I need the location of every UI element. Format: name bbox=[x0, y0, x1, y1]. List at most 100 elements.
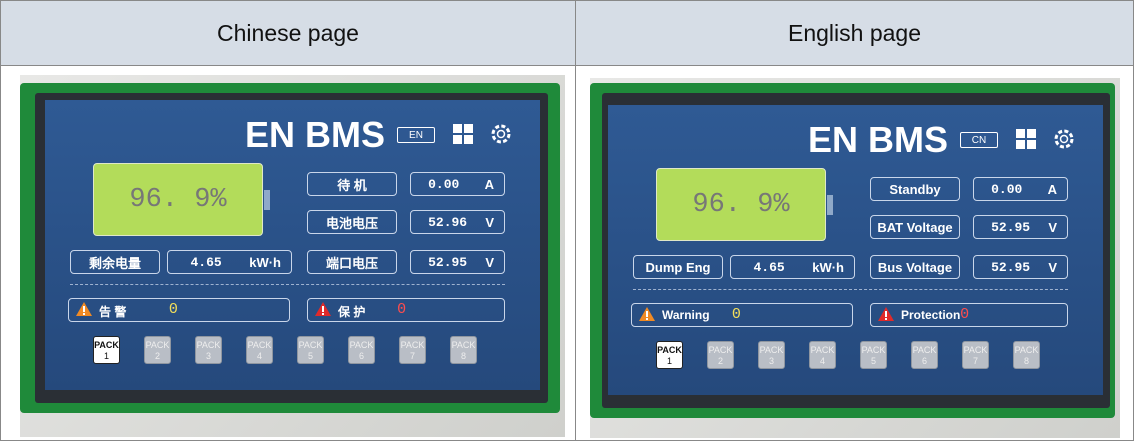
pack-label: PACK bbox=[810, 345, 835, 356]
label-box: Standby bbox=[870, 177, 960, 201]
pack-number: 5 bbox=[861, 356, 886, 367]
battery: 96. 9% bbox=[656, 168, 826, 241]
value: 52.95 bbox=[428, 255, 467, 270]
pack-number: 1 bbox=[657, 356, 682, 367]
unit: kW·h bbox=[249, 255, 281, 270]
unit: A bbox=[485, 177, 494, 192]
label-box: Bus Voltage bbox=[870, 255, 960, 279]
alarm-label: 保 护 bbox=[338, 303, 365, 320]
pack-number: 8 bbox=[1014, 356, 1039, 367]
value-box: 0.00 A bbox=[973, 177, 1068, 201]
alarm-count: 0 bbox=[169, 301, 178, 318]
title: EN BMS bbox=[245, 114, 385, 156]
pack-number: 2 bbox=[145, 351, 170, 362]
label-box: 端口电压 bbox=[307, 250, 397, 274]
value-box: 52.95 V bbox=[973, 215, 1068, 239]
value: 52.96 bbox=[428, 215, 467, 230]
unit: V bbox=[485, 255, 494, 270]
value: 0.00 bbox=[991, 182, 1022, 197]
pack-label: PACK bbox=[247, 340, 272, 351]
pack-label: PACK bbox=[145, 340, 170, 351]
pack-number: 4 bbox=[247, 351, 272, 362]
pack-label: PACK bbox=[196, 340, 221, 351]
pack-label: PACK bbox=[451, 340, 476, 351]
label-box: Dump Eng bbox=[633, 255, 723, 279]
pack-number: 7 bbox=[400, 351, 425, 362]
alarm-label: 告 警 bbox=[99, 303, 126, 320]
value: 52.95 bbox=[991, 220, 1030, 235]
unit: A bbox=[1048, 182, 1057, 197]
menu-icon[interactable] bbox=[453, 124, 473, 144]
page: Chinese page English page EN BMSEN96. 9%… bbox=[0, 0, 1134, 441]
pack-number: 2 bbox=[708, 356, 733, 367]
alert-icon bbox=[638, 306, 656, 327]
alarm-label: Protection bbox=[901, 308, 960, 322]
pack-number: 6 bbox=[912, 356, 937, 367]
pack-label: PACK bbox=[657, 345, 682, 356]
header-cell: Chinese page bbox=[0, 0, 576, 66]
pack-number: 1 bbox=[94, 351, 119, 362]
battery-nub bbox=[827, 195, 833, 215]
pack-label: PACK bbox=[400, 340, 425, 351]
alarm-count: 0 bbox=[397, 301, 406, 318]
unit: kW·h bbox=[812, 260, 844, 275]
pack-number: 6 bbox=[349, 351, 374, 362]
pack-label: PACK bbox=[708, 345, 733, 356]
alert-icon bbox=[877, 306, 895, 327]
unit: V bbox=[1048, 260, 1057, 275]
divider bbox=[70, 284, 505, 285]
menu-icon[interactable] bbox=[1016, 129, 1036, 149]
pack-label: PACK bbox=[912, 345, 937, 356]
battery-nub bbox=[264, 190, 270, 210]
pack-number: 8 bbox=[451, 351, 476, 362]
value-box: 52.96 V bbox=[410, 210, 505, 234]
alarm-box: 保 护 0 bbox=[307, 298, 505, 322]
alarm-label: Warning bbox=[662, 308, 710, 322]
label-box: 待 机 bbox=[307, 172, 397, 196]
value: 4.65 bbox=[754, 260, 785, 275]
settings-icon[interactable] bbox=[489, 122, 513, 146]
divider bbox=[633, 289, 1068, 290]
alarm-box: 告 警 0 bbox=[68, 298, 290, 322]
lang-button[interactable]: CN bbox=[960, 132, 998, 148]
pack-number: 3 bbox=[759, 356, 784, 367]
value: 52.95 bbox=[991, 260, 1030, 275]
settings-icon[interactable] bbox=[1052, 127, 1076, 151]
pack-label: PACK bbox=[298, 340, 323, 351]
label-box: 电池电压 bbox=[307, 210, 397, 234]
battery: 96. 9% bbox=[93, 163, 263, 236]
pack-label: PACK bbox=[94, 340, 119, 351]
unit: V bbox=[485, 215, 494, 230]
unit: V bbox=[1048, 220, 1057, 235]
pack-label: PACK bbox=[861, 345, 886, 356]
alarm-count: 0 bbox=[960, 306, 969, 323]
alert-icon bbox=[314, 301, 332, 322]
value-box: 52.95 V bbox=[410, 250, 505, 274]
pack-number: 5 bbox=[298, 351, 323, 362]
lang-button[interactable]: EN bbox=[397, 127, 435, 143]
